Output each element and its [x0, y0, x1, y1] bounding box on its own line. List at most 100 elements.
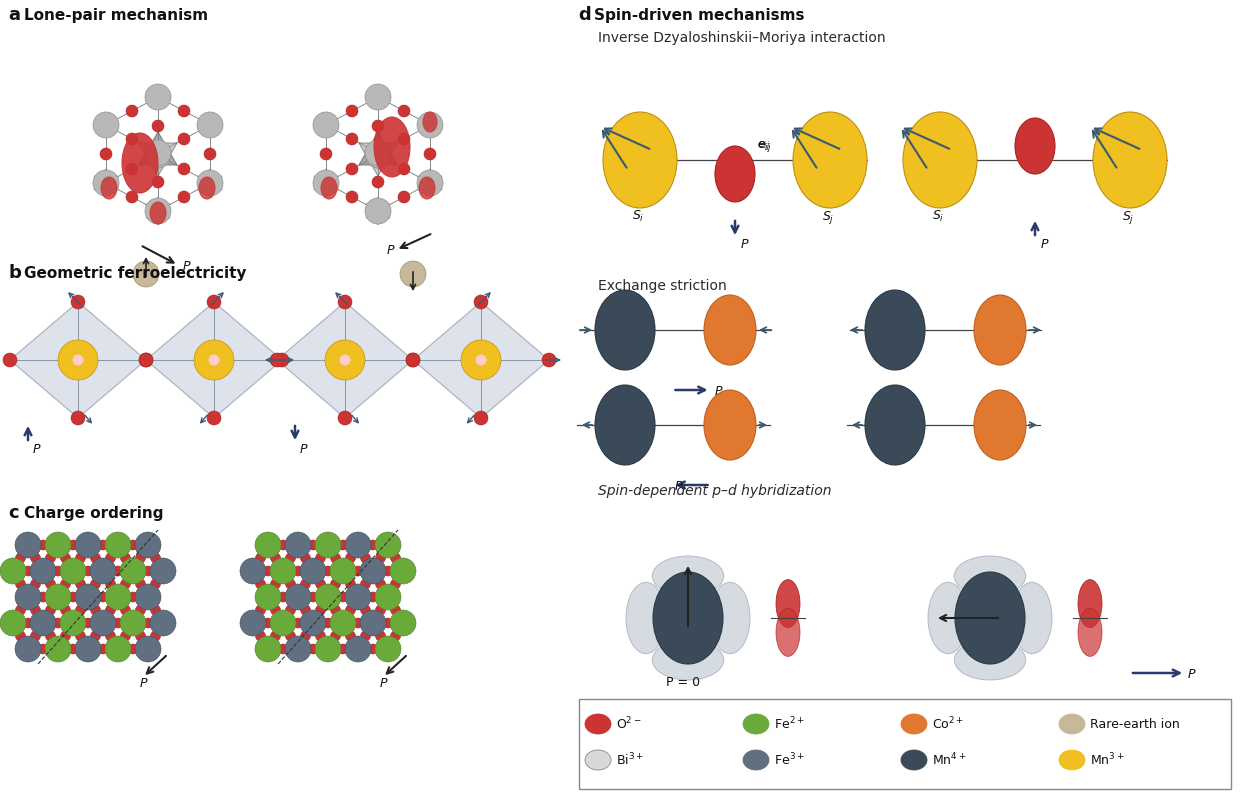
Ellipse shape	[197, 112, 223, 138]
Polygon shape	[366, 197, 391, 218]
Ellipse shape	[361, 631, 371, 641]
Ellipse shape	[71, 411, 85, 425]
Ellipse shape	[271, 605, 281, 615]
Ellipse shape	[364, 84, 391, 110]
Text: P: P	[140, 677, 147, 690]
Ellipse shape	[391, 579, 401, 589]
Text: d: d	[578, 6, 590, 24]
Ellipse shape	[376, 579, 386, 589]
Ellipse shape	[0, 558, 26, 584]
Ellipse shape	[75, 631, 86, 641]
Text: Charge ordering: Charge ordering	[24, 506, 163, 521]
Text: b: b	[7, 264, 21, 282]
Ellipse shape	[715, 146, 755, 202]
Ellipse shape	[271, 553, 281, 563]
Ellipse shape	[383, 618, 393, 628]
Text: P: P	[300, 443, 307, 456]
Ellipse shape	[90, 558, 116, 584]
Text: $S_i$: $S_i$	[932, 209, 945, 224]
Ellipse shape	[30, 579, 40, 589]
Ellipse shape	[398, 105, 411, 117]
Ellipse shape	[338, 644, 348, 654]
Ellipse shape	[145, 140, 171, 166]
Ellipse shape	[121, 631, 131, 641]
Ellipse shape	[901, 750, 927, 770]
Ellipse shape	[114, 618, 124, 628]
Ellipse shape	[255, 584, 281, 610]
Ellipse shape	[91, 605, 101, 615]
Ellipse shape	[30, 610, 56, 636]
Ellipse shape	[15, 532, 41, 558]
Ellipse shape	[60, 605, 70, 615]
Ellipse shape	[301, 605, 311, 615]
Ellipse shape	[178, 163, 190, 175]
Ellipse shape	[120, 558, 146, 584]
Ellipse shape	[255, 532, 281, 558]
Polygon shape	[366, 204, 391, 225]
Ellipse shape	[293, 566, 303, 576]
Ellipse shape	[904, 112, 977, 208]
Text: P: P	[1041, 238, 1048, 251]
Ellipse shape	[308, 644, 318, 654]
Ellipse shape	[121, 605, 131, 615]
Ellipse shape	[57, 340, 99, 380]
Ellipse shape	[364, 140, 391, 166]
Ellipse shape	[0, 610, 26, 636]
Ellipse shape	[145, 84, 171, 110]
Ellipse shape	[90, 610, 116, 636]
Ellipse shape	[263, 618, 273, 628]
Ellipse shape	[198, 177, 215, 199]
Ellipse shape	[595, 385, 655, 465]
Ellipse shape	[324, 340, 364, 380]
Ellipse shape	[106, 553, 116, 563]
Ellipse shape	[45, 631, 55, 641]
Ellipse shape	[208, 355, 218, 365]
Ellipse shape	[314, 636, 341, 662]
Ellipse shape	[1078, 579, 1102, 627]
Ellipse shape	[419, 177, 436, 199]
Ellipse shape	[344, 584, 371, 610]
Polygon shape	[94, 169, 119, 190]
Ellipse shape	[67, 540, 77, 550]
Ellipse shape	[150, 558, 176, 584]
Ellipse shape	[398, 133, 411, 145]
Ellipse shape	[286, 553, 296, 563]
Ellipse shape	[255, 636, 281, 662]
Ellipse shape	[346, 163, 358, 175]
Ellipse shape	[136, 631, 146, 641]
Ellipse shape	[316, 553, 326, 563]
Ellipse shape	[91, 579, 101, 589]
Ellipse shape	[368, 644, 378, 654]
Ellipse shape	[319, 148, 332, 160]
Ellipse shape	[301, 579, 311, 589]
Ellipse shape	[45, 584, 71, 610]
Ellipse shape	[929, 582, 968, 654]
Ellipse shape	[136, 553, 146, 563]
Ellipse shape	[136, 605, 146, 615]
Ellipse shape	[704, 390, 756, 460]
Ellipse shape	[331, 553, 341, 563]
Ellipse shape	[316, 605, 326, 615]
Text: c: c	[7, 504, 19, 522]
Text: P: P	[386, 245, 394, 258]
Ellipse shape	[178, 133, 190, 145]
Ellipse shape	[300, 558, 326, 584]
Text: P: P	[715, 385, 723, 398]
Ellipse shape	[135, 532, 161, 558]
Ellipse shape	[301, 553, 311, 563]
Ellipse shape	[955, 572, 1025, 664]
Ellipse shape	[285, 584, 311, 610]
Ellipse shape	[75, 553, 86, 563]
Ellipse shape	[60, 579, 70, 589]
Ellipse shape	[67, 592, 77, 602]
Ellipse shape	[1060, 714, 1085, 734]
Ellipse shape	[955, 640, 1026, 680]
Ellipse shape	[359, 610, 386, 636]
Ellipse shape	[22, 566, 32, 576]
Ellipse shape	[374, 532, 401, 558]
Ellipse shape	[353, 566, 363, 576]
Ellipse shape	[275, 353, 290, 367]
Ellipse shape	[359, 558, 386, 584]
Ellipse shape	[240, 558, 266, 584]
Ellipse shape	[60, 553, 70, 563]
